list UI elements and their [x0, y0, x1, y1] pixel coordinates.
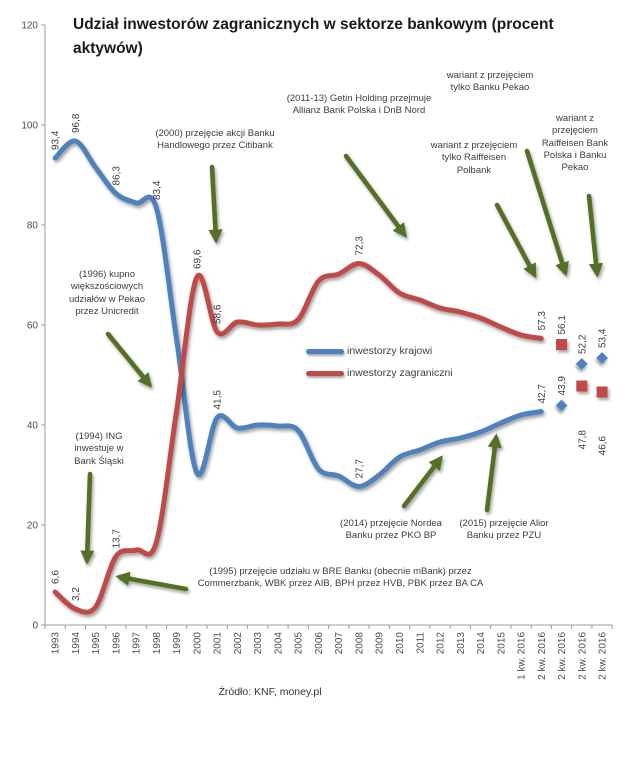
axes: 0 20 40 60 80 100 120 1993 1994 1995 1996 1997 1998 1… [21, 21, 613, 680]
x-tick-label: 2014 [476, 632, 487, 655]
x-tick-label: 1994 [71, 632, 82, 655]
annotation-citibank2000: (2000) przejęcie akcji Banku Handlowego … [155, 128, 275, 152]
annotation-unicredit1996: (1996) kupno większościowych udziałów w … [68, 269, 146, 318]
arrow-wariant-both [586, 193, 604, 278]
data-labels: 93,4 96,8 86,3 83,4 41,5 27,7 42,7 6,6 3,2 13,7 69… [51, 113, 609, 601]
point-label: 6,6 [51, 570, 62, 584]
x-tick-label: 2012 [436, 632, 447, 655]
marker-label: 52,2 [577, 334, 588, 354]
point-label: 96,8 [71, 113, 82, 133]
annotation-alior2015: (2015) przejęcie Alior Banku przez PZU [459, 518, 549, 542]
y-tick-label: 0 [32, 621, 38, 632]
point-label: 13,7 [111, 529, 122, 549]
x-tick-label: 1996 [111, 632, 122, 655]
annotation-bre1995: (1995) przejęcie udziału w BRE Banku (ob… [197, 566, 484, 590]
x-tick-label: 1993 [51, 632, 62, 655]
point-label: 69,6 [192, 249, 203, 269]
point-label: 86,3 [111, 166, 122, 186]
arrow-unicredit1996 [105, 331, 153, 388]
arrow-wariant-pekao [524, 148, 569, 277]
annotation-ing1994: (1994) ING inwestuje w Bank Śląski [74, 431, 124, 467]
legend-label-zagraniczni: inwestorzy zagraniczni [347, 367, 453, 379]
annotation-nordea2014: (2014) przejęcie Nordea Banku przez PKO … [340, 518, 442, 542]
point-label: 27,7 [354, 459, 365, 479]
x-tick-label: 1999 [172, 632, 183, 655]
x-tick-label: 2011 [415, 632, 426, 654]
annotation-wariant-pekao: wariant z przejęciem tylko Banku Pekao [446, 70, 534, 94]
arrow-citibank2000 [208, 164, 223, 244]
arrow-getin2011 [343, 153, 407, 238]
arrow-ing1994 [80, 471, 95, 565]
legend-item-krajowi: inwestorzy krajowi [306, 344, 453, 358]
series-line-krajowi [52, 138, 544, 489]
arrow-bre1995 [115, 571, 189, 592]
x-tick-label: 1995 [91, 632, 102, 655]
annotation-arrows [80, 148, 604, 592]
arrow-alior2015 [484, 433, 502, 513]
series-lines [52, 138, 544, 615]
x-tick-label: 2010 [395, 632, 406, 655]
point-label: 57,3 [537, 311, 548, 331]
x-tick-label: 1 kw. 2016 [517, 632, 528, 680]
x-tick-label: 2003 [253, 632, 264, 655]
legend-swatch-blue [306, 348, 344, 354]
point-label: 42,7 [537, 384, 548, 404]
source-caption: Źródło: KNF, money.pl [218, 686, 322, 698]
series-line-zagraniczni [52, 261, 544, 615]
point-label: 41,5 [213, 390, 224, 410]
x-tick-label: 2001 [213, 632, 224, 655]
legend-label-krajowi: inwestorzy krajowi [347, 345, 433, 357]
x-tick-label: 2008 [354, 632, 365, 655]
x-tick-label: 2 kw. 2016 [537, 632, 548, 680]
chart-title: Udział inwestorów zagranicznych w sektor… [73, 16, 554, 58]
legend-swatch-red [306, 370, 344, 376]
point-label: 72,3 [354, 236, 365, 256]
point-label: 83,4 [152, 180, 163, 200]
x-tick-label: 2005 [294, 632, 305, 655]
x-tick-label: 2 kw. 2016 [577, 632, 588, 680]
marker-label: 43,9 [557, 376, 568, 396]
y-tick-label: 120 [21, 21, 38, 32]
x-tick-label: 2015 [496, 632, 507, 655]
marker-label: 46,6 [598, 436, 609, 456]
x-tick-label: 2 kw. 2016 [598, 632, 609, 680]
x-tick-label: 1998 [152, 632, 163, 655]
x-tick-label: 2002 [233, 632, 244, 655]
arrow-nordea2014 [401, 455, 443, 509]
marker-diamond [596, 352, 609, 364]
x-tick-label: 2009 [375, 632, 386, 655]
marker-label: 56,1 [557, 315, 568, 335]
point-label: 93,4 [51, 130, 62, 150]
marker-diamond [555, 399, 568, 412]
point-label: 58,6 [213, 304, 224, 324]
legend-item-zagraniczni: inwestorzy zagraniczni [306, 366, 453, 380]
marker-square [596, 386, 608, 398]
marker-diamond [575, 358, 588, 370]
marker-square [576, 380, 588, 392]
y-tick-label: 100 [21, 121, 38, 132]
y-tick-label: 60 [27, 321, 39, 332]
marker-label: 53,4 [598, 328, 609, 348]
marker-square [556, 339, 568, 350]
arrow-wariant-raiffeisen [494, 202, 537, 279]
marker-label: 47,8 [577, 430, 588, 450]
y-tick-label: 40 [27, 421, 39, 432]
x-tick-label: 2006 [314, 632, 325, 655]
x-tick-label: 2004 [273, 632, 284, 655]
annotation-wariant-both: wariant z przejęciem Raiffeisen Bank Pol… [541, 113, 609, 174]
x-tick-label: 2013 [456, 632, 467, 655]
x-tick-label: 1997 [132, 632, 143, 655]
x-tick-label: 2000 [192, 632, 203, 655]
y-tick-label: 80 [27, 221, 39, 232]
x-tick-label: 2007 [334, 632, 345, 655]
x-tick-label: 2 kw. 2016 [557, 632, 568, 680]
annotation-getin2011: (2011-13) Getin Holding przejmuje Allian… [286, 93, 432, 117]
annotation-wariant-raiffeisen: wariant z przejęciem tylko Raiffeisen Po… [430, 140, 518, 176]
point-label: 3,2 [71, 587, 82, 601]
legend: inwestorzy krajowi inwestorzy zagraniczn… [306, 344, 453, 388]
y-tick-label: 20 [27, 521, 39, 532]
